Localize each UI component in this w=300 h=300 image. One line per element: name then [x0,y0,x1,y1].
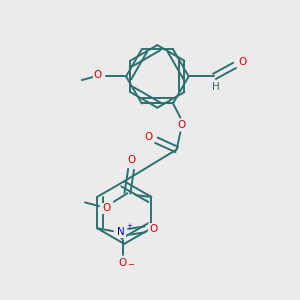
Text: O: O [102,203,111,213]
Text: O: O [94,70,102,80]
Text: O: O [144,132,152,142]
Text: O: O [119,258,127,268]
Text: −: − [128,260,134,269]
Text: +: + [126,223,132,229]
Text: H: H [212,82,220,92]
Text: O: O [127,155,135,165]
Text: N: N [117,227,125,237]
Text: O: O [177,120,185,130]
Text: O: O [238,57,247,67]
Text: O: O [149,224,157,234]
